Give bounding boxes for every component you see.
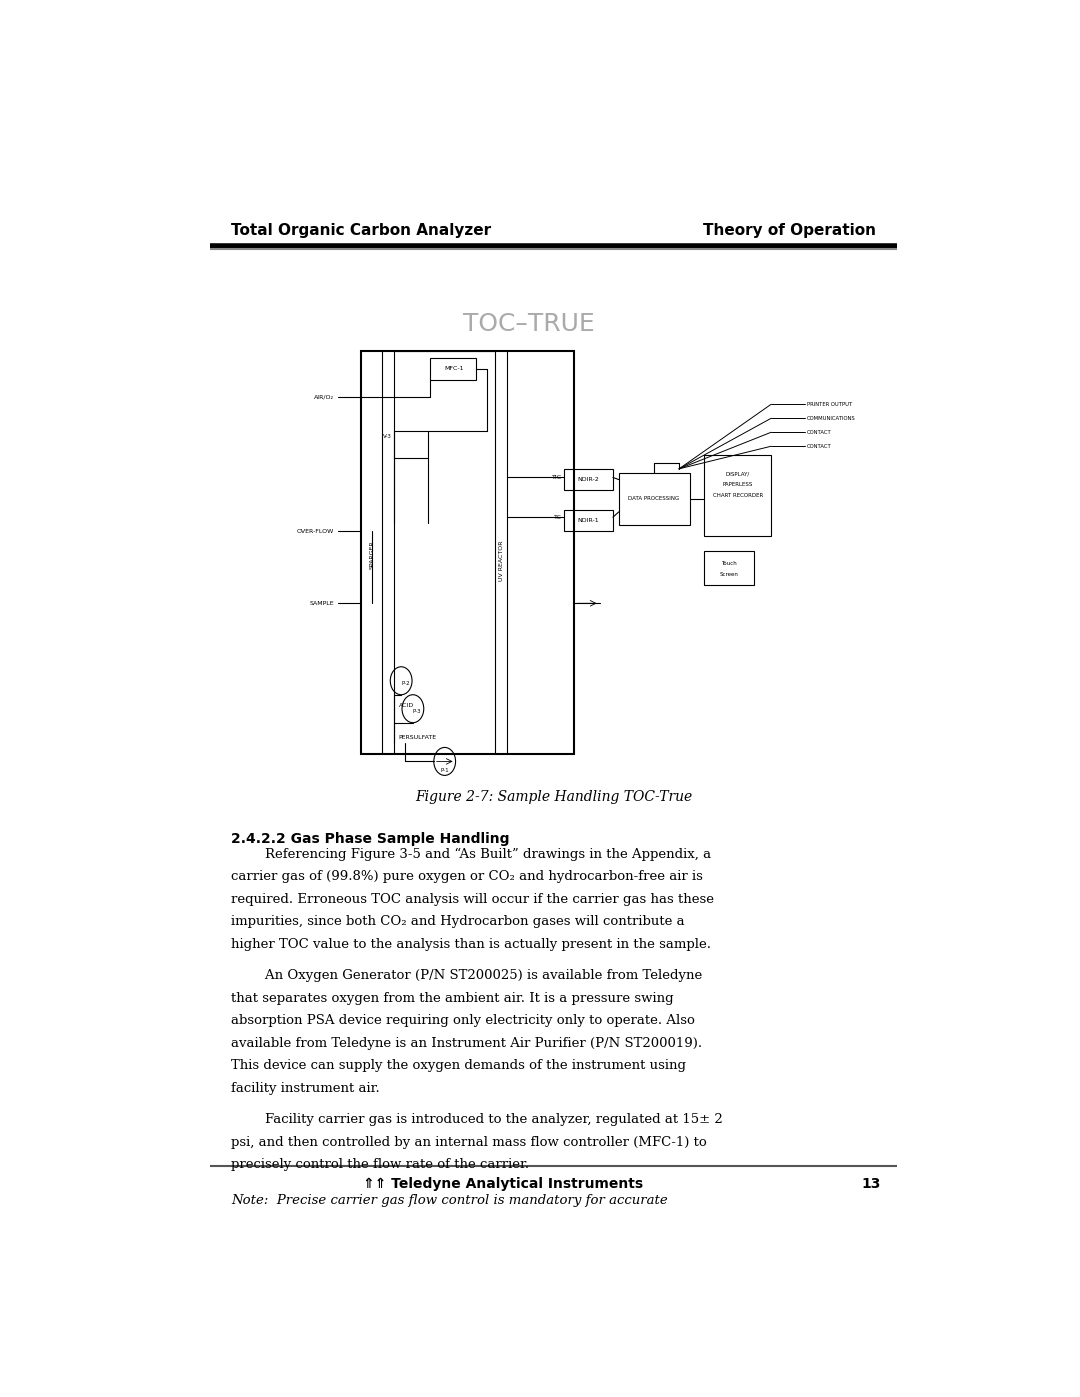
Bar [431,358,476,380]
Text: An Oxygen Generator (P/N ST200025) is available from Teledyne: An Oxygen Generator (P/N ST200025) is av… [231,970,702,982]
Text: SPARGER: SPARGER [369,541,375,569]
Text: 13: 13 [862,1178,881,1192]
Text: precisely control the flow rate of the carrier.: precisely control the flow rate of the c… [231,1158,529,1171]
Text: Figure 2-7: Sample Handling TOC-True: Figure 2-7: Sample Handling TOC-True [415,789,692,803]
Text: NDIR-1: NDIR-1 [578,518,599,522]
Text: NDIR-2: NDIR-2 [578,478,599,482]
Text: COMMUNICATIONS: COMMUNICATIONS [807,416,855,420]
Text: V-3: V-3 [382,434,392,439]
Text: ⇑⇑ Teledyne Analytical Instruments: ⇑⇑ Teledyne Analytical Instruments [363,1178,644,1192]
Text: CHART RECORDER: CHART RECORDER [713,493,762,499]
Bar [565,510,613,531]
Text: PAPERLESS: PAPERLESS [723,482,753,488]
Text: PRINTER OUTPUT: PRINTER OUTPUT [807,402,852,407]
Text: available from Teledyne is an Instrument Air Purifier (P/N ST200019).: available from Teledyne is an Instrument… [231,1037,702,1049]
Bar [361,351,575,754]
Bar [704,455,771,535]
Text: 2.4.2.2 Gas Phase Sample Handling: 2.4.2.2 Gas Phase Sample Handling [231,833,510,847]
Text: required. Erroneous TOC analysis will occur if the carrier gas has these: required. Erroneous TOC analysis will oc… [231,893,714,905]
Text: P-3: P-3 [413,710,421,714]
Text: that separates oxygen from the ambient air. It is a pressure swing: that separates oxygen from the ambient a… [231,992,674,1004]
Text: carrier gas of (99.8%) pure oxygen or CO₂ and hydrocarbon-free air is: carrier gas of (99.8%) pure oxygen or CO… [231,870,703,883]
Text: AIR/O₂: AIR/O₂ [314,394,334,400]
Text: UV REACTOR: UV REACTOR [499,541,504,581]
Text: CONTACT: CONTACT [807,430,832,434]
Text: absorption PSA device requiring only electricity only to operate. Also: absorption PSA device requiring only ele… [231,1014,696,1027]
Text: TOC–TRUE: TOC–TRUE [462,312,594,335]
Text: Theory of Operation: Theory of Operation [703,222,876,237]
Text: Touch: Touch [721,562,738,566]
Text: Screen: Screen [720,571,739,577]
Text: MFC-1: MFC-1 [444,366,463,372]
Text: facility instrument air.: facility instrument air. [231,1083,380,1095]
Text: ACID: ACID [399,703,414,708]
Text: Total Organic Carbon Analyzer: Total Organic Carbon Analyzer [231,222,491,237]
Bar [704,550,754,585]
Text: CONTACT: CONTACT [807,444,832,448]
Text: psi, and then controlled by an internal mass flow controller (MFC-1) to: psi, and then controlled by an internal … [231,1136,707,1148]
Text: higher TOC value to the analysis than is actually present in the sample.: higher TOC value to the analysis than is… [231,937,712,951]
Text: P-1: P-1 [441,767,449,773]
Text: Facility carrier gas is introduced to the analyzer, regulated at 15± 2: Facility carrier gas is introduced to th… [231,1113,723,1126]
Text: SAMPLE: SAMPLE [310,601,334,606]
Text: OVER-FLOW: OVER-FLOW [297,528,334,534]
Text: PERSULFATE: PERSULFATE [399,735,436,740]
Text: P-2: P-2 [401,682,409,686]
Text: This device can supply the oxygen demands of the instrument using: This device can supply the oxygen demand… [231,1059,686,1073]
Bar [619,474,690,525]
Text: Referencing Figure 3-5 and “As Built” drawings in the Appendix, a: Referencing Figure 3-5 and “As Built” dr… [231,848,712,861]
Text: TIC: TIC [552,475,562,481]
Text: DATA PROCESSING: DATA PROCESSING [629,496,679,502]
Text: TC: TC [554,514,562,520]
Text: impurities, since both CO₂ and Hydrocarbon gases will contribute a: impurities, since both CO₂ and Hydrocarb… [231,915,685,928]
Text: DISPLAY/: DISPLAY/ [726,472,750,476]
Text: Note:  Precise carrier gas flow control is mandatory for accurate: Note: Precise carrier gas flow control i… [231,1194,669,1207]
Bar [565,469,613,490]
